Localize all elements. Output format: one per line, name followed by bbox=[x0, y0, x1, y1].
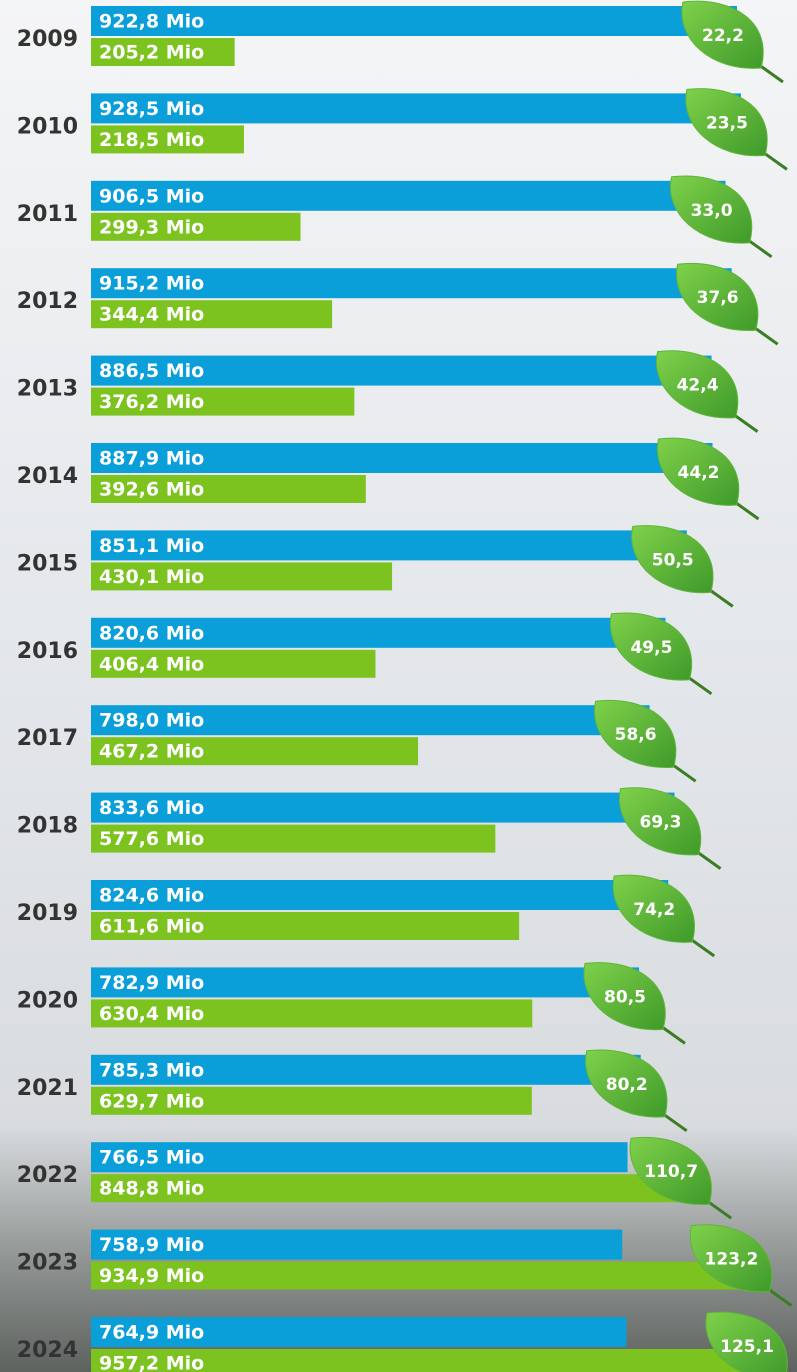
leaf-label: 49,5 bbox=[630, 638, 672, 658]
value-label: 430,1 Mio bbox=[99, 566, 204, 588]
value-label: 957,2 Mio bbox=[99, 1353, 204, 1372]
value-label: 577,6 Mio bbox=[99, 828, 204, 850]
value-label: 782,9 Mio bbox=[99, 972, 204, 994]
leaf-label: 33,0 bbox=[691, 201, 733, 221]
value-label: 766,5 Mio bbox=[99, 1147, 204, 1169]
value-label: 205,2 Mio bbox=[99, 42, 204, 64]
year-label: 2011 bbox=[17, 202, 78, 227]
value-label: 851,1 Mio bbox=[99, 535, 204, 557]
leaf-label: 69,3 bbox=[640, 813, 682, 833]
value-label: 218,5 Mio bbox=[99, 129, 204, 151]
year-label: 2024 bbox=[17, 1338, 78, 1363]
value-label: 934,9 Mio bbox=[99, 1265, 204, 1287]
value-label: 833,6 Mio bbox=[99, 797, 204, 819]
leaf-label: 42,4 bbox=[677, 376, 719, 396]
leaf-label: 23,5 bbox=[706, 113, 748, 133]
year-label: 2014 bbox=[17, 464, 78, 489]
value-label: 299,3 Mio bbox=[99, 216, 204, 238]
year-label: 2012 bbox=[17, 289, 78, 314]
leaf-label: 37,6 bbox=[697, 288, 739, 308]
value-label: 798,0 Mio bbox=[99, 710, 204, 732]
leaf-label: 110,7 bbox=[644, 1162, 698, 1182]
value-label: 630,4 Mio bbox=[99, 1003, 204, 1025]
leaf-label: 80,2 bbox=[606, 1075, 648, 1095]
value-label: 611,6 Mio bbox=[99, 916, 204, 938]
leaf-label: 123,2 bbox=[705, 1250, 759, 1270]
value-label: 915,2 Mio bbox=[99, 273, 204, 295]
year-label: 2021 bbox=[17, 1076, 78, 1101]
year-label: 2019 bbox=[17, 901, 78, 926]
year-label: 2015 bbox=[17, 551, 78, 576]
value-label: 758,9 Mio bbox=[99, 1234, 204, 1256]
year-label: 2010 bbox=[17, 114, 78, 139]
leaf-label: 80,5 bbox=[604, 987, 646, 1007]
value-label: 344,4 Mio bbox=[99, 304, 204, 326]
value-label: 820,6 Mio bbox=[99, 622, 204, 644]
leaf-label: 22,2 bbox=[702, 26, 744, 46]
year-label: 2020 bbox=[17, 988, 78, 1013]
year-label: 2009 bbox=[17, 27, 78, 52]
year-label: 2023 bbox=[17, 1251, 78, 1276]
value-label: 887,9 Mio bbox=[99, 448, 204, 470]
value-label: 928,5 Mio bbox=[99, 98, 204, 120]
value-label: 629,7 Mio bbox=[99, 1090, 204, 1112]
value-label: 824,6 Mio bbox=[99, 885, 204, 907]
leaf-label: 125,1 bbox=[720, 1337, 774, 1357]
value-label: 906,5 Mio bbox=[99, 185, 204, 207]
value-label: 467,2 Mio bbox=[99, 741, 204, 763]
value-label: 886,5 Mio bbox=[99, 360, 204, 382]
year-label: 2018 bbox=[17, 814, 78, 839]
value-label: 406,4 Mio bbox=[99, 653, 204, 675]
year-label: 2017 bbox=[17, 726, 78, 751]
value-label: 392,6 Mio bbox=[99, 479, 204, 501]
value-label: 848,8 Mio bbox=[99, 1178, 204, 1200]
value-label: 764,9 Mio bbox=[99, 1322, 204, 1344]
value-label: 376,2 Mio bbox=[99, 391, 204, 413]
year-label: 2022 bbox=[17, 1163, 78, 1188]
leaf-label: 50,5 bbox=[652, 550, 694, 570]
leaf-label: 58,6 bbox=[615, 725, 657, 745]
leaf-label: 44,2 bbox=[678, 463, 720, 483]
value-label: 785,3 Mio bbox=[99, 1059, 204, 1081]
year-label: 2013 bbox=[17, 377, 78, 402]
year-label: 2016 bbox=[17, 639, 78, 664]
value-label: 922,8 Mio bbox=[99, 11, 204, 33]
chart: 2009 922,8 Mio 205,2 Mio 22,2 2010 928,5 Mio 2… bbox=[0, 0, 797, 1372]
leaf-label: 74,2 bbox=[633, 900, 675, 920]
